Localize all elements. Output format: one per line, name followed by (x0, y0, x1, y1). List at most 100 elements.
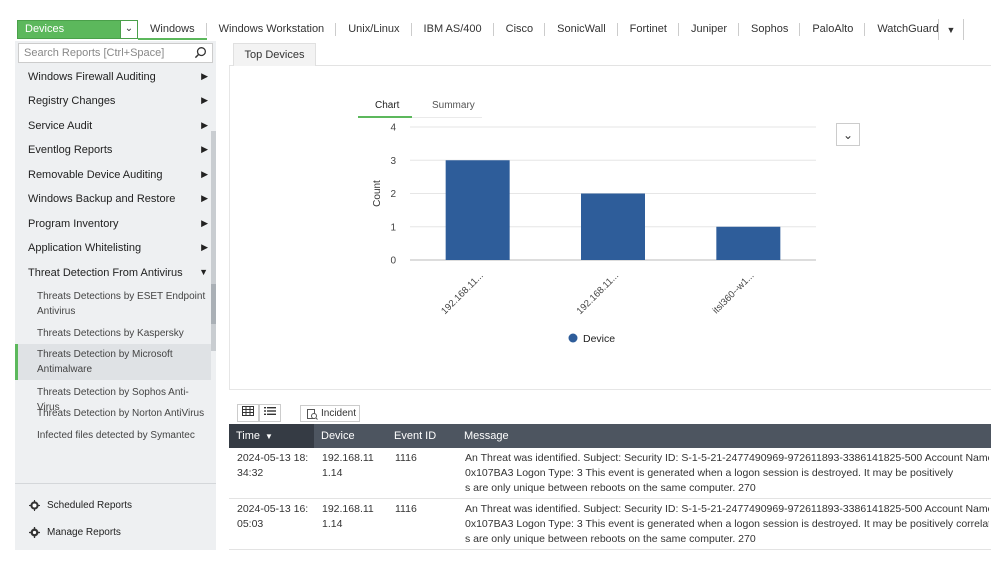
sub-item-label: Threats Detections by ESET Endpoint (37, 291, 206, 302)
time-cell: 2024-05-13 16: 05:03 (237, 502, 312, 532)
message-line: An Threat was identified. Subject: Secur… (465, 452, 989, 464)
sub-item-microsoft-antimalware[interactable]: Threats Detection by Microsoft Antimalwa… (37, 347, 207, 377)
tab-windows-workstation[interactable]: Windows Workstation (207, 19, 337, 40)
tab-ibm-as400[interactable]: IBM AS/400 (412, 19, 494, 40)
bar (445, 160, 510, 260)
active-subtab-indicator (358, 116, 412, 118)
caret-down-icon: ▼ (199, 267, 208, 277)
caret-right-icon: ▶ (201, 193, 208, 203)
sidebar-item-label: Program Inventory (28, 218, 119, 230)
tab-sonicwall[interactable]: SonicWall (545, 19, 618, 40)
column-header-message[interactable]: Message (464, 430, 509, 442)
y-axis-label: Count (372, 180, 383, 207)
message-line: s are only unique between reboots on the… (465, 533, 756, 545)
bar (581, 193, 645, 260)
incident-label: Incident (321, 408, 357, 419)
caret-right-icon: ▶ (201, 144, 208, 154)
y-tick-label: 0 (390, 256, 396, 267)
chart-options-button[interactable]: ⌄ (836, 123, 860, 146)
tab-fortinet[interactable]: Fortinet (618, 19, 680, 40)
sidebar-collapse-handle[interactable] (211, 284, 216, 324)
message-line: 0x107BA3 Logon Type: 3 This event is gen… (465, 467, 954, 479)
tab-unix-linux[interactable]: Unix/Linux (336, 19, 412, 40)
sub-item-label: Threats Detections by Kaspersky (37, 328, 184, 339)
clock-gear-icon (29, 500, 40, 511)
list-view-button[interactable] (259, 404, 281, 422)
chevron-down-icon: ⌄ (842, 128, 854, 142)
sub-item-norton[interactable]: Threats Detection by Norton AntiVirus (37, 406, 207, 421)
x-tick-label: 192.168.11... (439, 270, 486, 317)
sort-desc-icon: ▼ (265, 432, 273, 441)
sub-item-label: Infected files detected by Symantec (37, 430, 195, 441)
search-reports-input[interactable]: Search Reports [Ctrl+Space] (18, 43, 213, 63)
table-row[interactable]: 2024-05-13 16: 05:03 192.168.11 1.14 111… (229, 499, 991, 550)
sidebar-item-label: Removable Device Auditing (28, 169, 163, 181)
sidebar-item-service-audit[interactable]: Service Audit ▶ (28, 120, 208, 132)
sidebar-item-label: Application Whitelisting (28, 242, 142, 254)
sidebar-item-eventlog-reports[interactable]: Eventlog Reports ▶ (28, 144, 208, 156)
time-line: 2024-05-13 18: (237, 452, 309, 464)
incident-button[interactable]: Incident (300, 405, 360, 422)
tab-windows[interactable]: Windows (138, 19, 207, 40)
sidebar-item-application-whitelisting[interactable]: Application Whitelisting ▶ (28, 242, 208, 254)
chevron-down-icon[interactable]: ⌄ (120, 21, 137, 38)
search-icon[interactable] (194, 46, 207, 59)
sidebar-item-removable-device-auditing[interactable]: Removable Device Auditing ▶ (28, 169, 208, 181)
subtab-chart[interactable]: Chart (375, 100, 400, 111)
scheduled-reports-label: Scheduled Reports (47, 500, 133, 511)
event-id-cell: 1116 (395, 452, 417, 464)
sidebar-item-registry-changes[interactable]: Registry Changes ▶ (28, 95, 208, 107)
device-line: 192.168.11 (322, 503, 374, 515)
tab-watchguard[interactable]: WatchGuard (877, 23, 939, 35)
y-tick-label: 2 (390, 189, 396, 200)
search-placeholder: Search Reports [Ctrl+Space] (24, 47, 165, 59)
device-line: 1.14 (322, 518, 343, 530)
table-header: Time ▼ Device Event ID Message (229, 424, 991, 448)
manage-reports-link[interactable]: Manage Reports (29, 527, 121, 538)
y-tick-label: 1 (390, 222, 396, 233)
sub-item-symantec[interactable]: Infected files detected by Symantec (37, 428, 207, 443)
y-tick-label: 3 (390, 156, 396, 167)
caret-right-icon: ▶ (201, 169, 208, 179)
message-line: 0x107BA3 Logon Type: 3 This event is gen… (465, 518, 989, 530)
subtab-summary[interactable]: Summary (432, 100, 475, 111)
event-id-cell: 1116 (395, 503, 417, 515)
sidebar-item-windows-backup-restore[interactable]: Windows Backup and Restore ▶ (28, 193, 208, 205)
sub-item-eset[interactable]: Threats Detections by ESET Endpoint Anti… (37, 289, 207, 319)
device-line: 192.168.11 (322, 452, 374, 464)
gear-icon (29, 527, 40, 538)
device-cell: 192.168.11 1.14 (322, 451, 382, 481)
sub-item-kaspersky[interactable]: Threats Detections by Kaspersky (37, 326, 207, 341)
tab-cisco[interactable]: Cisco (494, 19, 546, 40)
column-header-time[interactable]: Time ▼ (229, 424, 314, 448)
sidebar-item-program-inventory[interactable]: Program Inventory ▶ (28, 218, 208, 230)
tab-top-devices[interactable]: Top Devices (233, 43, 316, 66)
more-tabs-button[interactable]: ▼ (938, 19, 964, 40)
y-tick-label: 4 (390, 123, 396, 134)
sub-item-label: Antimalware (37, 364, 93, 375)
device-type-select[interactable]: Devices ⌄ (17, 20, 138, 39)
column-header-device[interactable]: Device (321, 430, 355, 442)
sub-item-label: Antivirus (37, 306, 76, 317)
sub-item-sophos[interactable]: Threats Detection by Sophos Anti-Virus (37, 385, 207, 415)
top-navigation: Devices ⌄ Windows Windows Workstation Un… (0, 0, 998, 40)
message-cell: An Threat was identified. Subject: Secur… (465, 502, 989, 547)
divider (15, 483, 216, 484)
grid-icon (242, 406, 254, 416)
sidebar-scrollbar[interactable] (211, 131, 216, 351)
time-cell: 2024-05-13 18: 34:32 (237, 451, 312, 481)
sidebar-item-label: Windows Firewall Auditing (28, 71, 156, 83)
table-row[interactable]: 2024-05-13 18: 34:32 192.168.11 1.14 111… (229, 448, 991, 499)
sidebar-item-threat-detection-antivirus[interactable]: Threat Detection From Antivirus ▼ (28, 267, 208, 279)
caret-right-icon: ▶ (201, 71, 208, 81)
sidebar-item-windows-firewall-auditing[interactable]: Windows Firewall Auditing ▶ (28, 71, 208, 83)
tab-sophos[interactable]: Sophos (739, 19, 801, 40)
sub-item-label: Threats Detection by Microsoft (37, 349, 173, 360)
caret-right-icon: ▶ (201, 242, 208, 252)
sidebar-item-label: Threat Detection From Antivirus (28, 267, 183, 279)
tab-juniper[interactable]: Juniper (679, 19, 740, 40)
grid-view-button[interactable] (237, 404, 259, 422)
tab-paloalto[interactable]: PaloAlto (800, 19, 866, 40)
scheduled-reports-link[interactable]: Scheduled Reports (29, 500, 132, 511)
column-header-event-id[interactable]: Event ID (394, 430, 437, 442)
